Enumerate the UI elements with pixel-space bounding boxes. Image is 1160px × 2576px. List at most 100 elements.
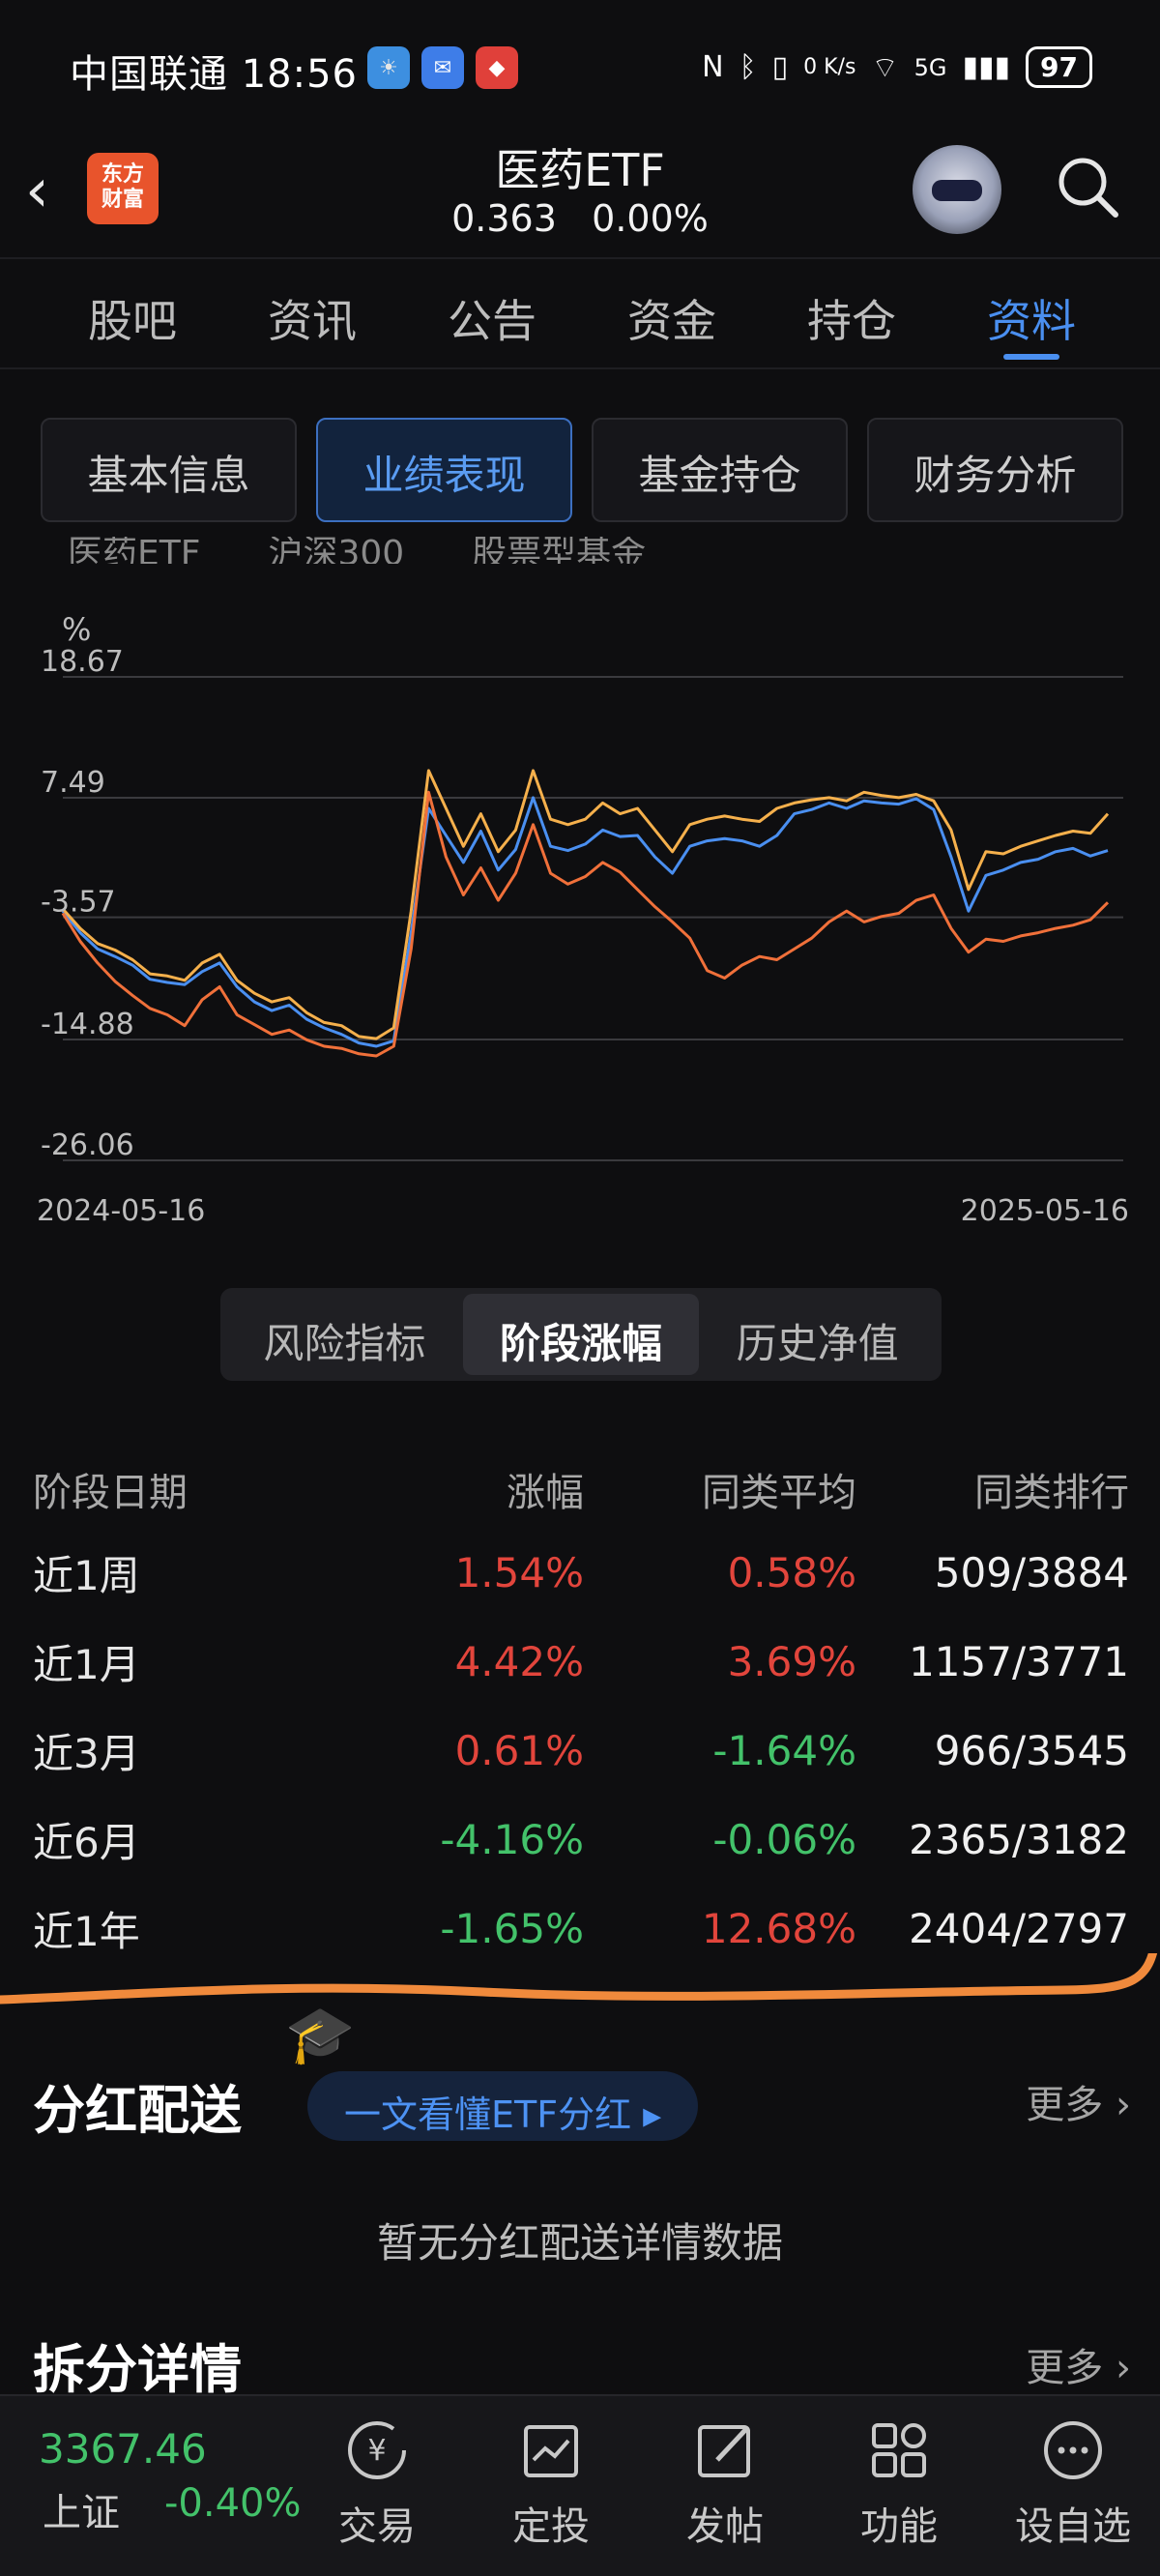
weather-icon: ☀ bbox=[367, 46, 410, 89]
tab-profile[interactable]: 资料 bbox=[942, 261, 1121, 367]
series-line-0 bbox=[61, 796, 1109, 1048]
split-title: 拆分详情 bbox=[33, 2339, 242, 2400]
more-label: 更多 bbox=[1026, 2346, 1104, 2390]
segment-control: 风险指标 阶段涨幅 历史净值 bbox=[220, 1288, 942, 1381]
page-title: 医药ETF bbox=[495, 144, 665, 196]
row-category-avg: -1.64% bbox=[712, 1726, 856, 1774]
row-category-rank: 509/3884 bbox=[934, 1548, 1129, 1596]
x-tick-label: 2024-05-16 bbox=[37, 1194, 205, 1228]
index-name: 上证 bbox=[43, 2491, 120, 2535]
row-category-avg: 12.68% bbox=[701, 1904, 856, 1952]
row-category-avg: 0.58% bbox=[727, 1548, 856, 1596]
tabs-divider bbox=[0, 367, 1160, 369]
table-row: 近1年 -1.65% 12.68% 2404/2797 bbox=[33, 1884, 1129, 1973]
more-label: 更多 bbox=[1026, 2083, 1104, 2127]
y-tick-label: -26.06 bbox=[41, 1128, 134, 1162]
top-tabs: 股吧 资讯 公告 资金 持仓 资料 bbox=[0, 261, 1160, 367]
system-icons: N ᛒ ▯ 0 K/s ⌔ 5G ▮▮▮ 97 bbox=[702, 46, 1092, 88]
table-row: 近6月 -4.16% -0.06% 2365/3182 bbox=[33, 1795, 1129, 1884]
nav-watchlist[interactable]: 设自选 bbox=[996, 2406, 1150, 2551]
split-more-link[interactable]: 更多 › bbox=[1026, 2336, 1131, 2392]
header-period: 阶段日期 bbox=[33, 1471, 188, 1515]
subtab-fund-holdings[interactable]: 基金持仓 bbox=[592, 418, 848, 522]
subtab-performance[interactable]: 业绩表现 bbox=[316, 418, 572, 522]
nav-functions[interactable]: 功能 bbox=[822, 2406, 976, 2551]
row-period: 近1周 bbox=[33, 1551, 140, 1599]
row-category-rank: 966/3545 bbox=[934, 1726, 1129, 1774]
more-dots-icon bbox=[996, 2406, 1150, 2495]
segment-historical-nav[interactable]: 历史净值 bbox=[736, 1320, 899, 1367]
index-change: -0.40% bbox=[164, 2481, 302, 2526]
row-period: 近1年 bbox=[33, 1907, 140, 1955]
edit-icon bbox=[648, 2406, 802, 2495]
tab-announcements[interactable]: 公告 bbox=[448, 295, 536, 347]
nav-label: 发帖 bbox=[686, 2504, 764, 2549]
index-value: 3367.46 bbox=[39, 2425, 207, 2473]
tab-holdings[interactable]: 持仓 bbox=[807, 295, 896, 347]
notification-icons: ☀ ✉ ◆ bbox=[367, 46, 518, 89]
segment-period-returns[interactable]: 阶段涨幅 bbox=[462, 1294, 700, 1375]
trade-icon: ¥ bbox=[300, 2406, 454, 2495]
current-price: 0.363 bbox=[451, 197, 557, 240]
vibrate-icon: ▯ bbox=[771, 50, 789, 84]
nav-trade[interactable]: ¥ 交易 bbox=[300, 2406, 454, 2551]
header-category-avg: 同类平均 bbox=[702, 1471, 856, 1515]
y-tick-label: -3.57 bbox=[41, 886, 116, 920]
nav-label: 交易 bbox=[338, 2504, 416, 2549]
dividend-title: 分红配送 bbox=[33, 2080, 242, 2141]
tab-guba[interactable]: 股吧 bbox=[88, 295, 177, 347]
back-icon[interactable]: ‹ bbox=[25, 155, 49, 225]
network-speed: 0 K/s bbox=[803, 55, 856, 79]
nav-label: 功能 bbox=[860, 2504, 938, 2549]
dividend-more-link[interactable]: 更多 › bbox=[1026, 2073, 1131, 2129]
returns-table: 阶段日期 涨幅 同类平均 同类排行 近1周 1.54% 0.58% 509/3884 近… bbox=[33, 1450, 1129, 1973]
nav-post[interactable]: 发帖 bbox=[648, 2406, 802, 2551]
subtab-basic-info[interactable]: 基本信息 bbox=[41, 418, 297, 522]
highlight-annotation bbox=[0, 1953, 1158, 2005]
sub-tabs: 基本信息 业绩表现 基金持仓 财务分析 bbox=[41, 418, 1123, 522]
chevron-right-icon: › bbox=[1116, 2346, 1131, 2390]
bottom-nav: 3367.46 上证 -0.40% ¥ 交易 定投 发帖 功能 设自选 bbox=[0, 2394, 1160, 2576]
price-line: 0.363 0.00% bbox=[0, 197, 1160, 240]
app-logo[interactable]: 东方 财富 bbox=[87, 153, 159, 224]
table-header: 阶段日期 涨幅 同类平均 同类排行 bbox=[33, 1450, 1129, 1528]
signal-icon: ▮▮▮ bbox=[962, 50, 1011, 84]
grid-icon bbox=[822, 2406, 976, 2495]
row-category-rank: 1157/3771 bbox=[909, 1637, 1129, 1685]
y-unit-label: % bbox=[62, 611, 91, 648]
svg-text:¥: ¥ bbox=[367, 2434, 386, 2468]
tab-funds[interactable]: 资金 bbox=[627, 295, 716, 347]
row-change: 4.42% bbox=[454, 1637, 584, 1685]
chart-calendar-icon bbox=[474, 2406, 628, 2495]
dividend-empty-state: 暂无分红配送详情数据 bbox=[376, 2219, 783, 2267]
row-change: -1.65% bbox=[440, 1904, 584, 1952]
header-change: 涨幅 bbox=[507, 1471, 584, 1515]
row-period: 近3月 bbox=[33, 1729, 140, 1777]
row-change: 1.54% bbox=[454, 1548, 584, 1596]
nav-label: 定投 bbox=[512, 2504, 590, 2549]
performance-chart[interactable]: 18.67 7.49 -3.57 -14.88 -26.06% 2024-05-16 202… bbox=[0, 532, 1160, 1247]
row-period: 近1月 bbox=[33, 1640, 140, 1688]
nav-auto-invest[interactable]: 定投 bbox=[474, 2406, 628, 2551]
dividend-guide-link[interactable]: 一文看懂ETF分红 ▸ bbox=[307, 2071, 699, 2141]
row-period: 近6月 bbox=[33, 1818, 140, 1866]
header-category-rank: 同类排行 bbox=[974, 1471, 1129, 1515]
nav-label: 设自选 bbox=[1015, 2504, 1131, 2549]
table-row: 近1月 4.42% 3.69% 1157/3771 bbox=[33, 1617, 1129, 1706]
shopping-icon: ◆ bbox=[476, 46, 518, 89]
assistant-avatar[interactable] bbox=[913, 145, 1001, 234]
x-tick-label: 2025-05-16 bbox=[961, 1194, 1129, 1228]
subtab-financial-analysis[interactable]: 财务分析 bbox=[867, 418, 1123, 522]
row-change: -4.16% bbox=[440, 1815, 584, 1863]
signal-label: 5G bbox=[914, 53, 947, 81]
app-header: ‹ 东方 财富 医药ETF 0.363 0.00% bbox=[0, 126, 1160, 256]
tab-news[interactable]: 资讯 bbox=[268, 295, 357, 347]
row-category-avg: 3.69% bbox=[727, 1637, 856, 1685]
segment-risk-metrics[interactable]: 风险指标 bbox=[263, 1320, 426, 1367]
series-line-2 bbox=[61, 790, 1110, 1058]
series-line-1 bbox=[61, 769, 1110, 1040]
battery-indicator: 97 bbox=[1026, 46, 1092, 88]
search-icon[interactable] bbox=[1054, 153, 1121, 220]
y-tick-label: 7.49 bbox=[41, 766, 105, 800]
wifi-icon: ⌔ bbox=[871, 50, 899, 85]
